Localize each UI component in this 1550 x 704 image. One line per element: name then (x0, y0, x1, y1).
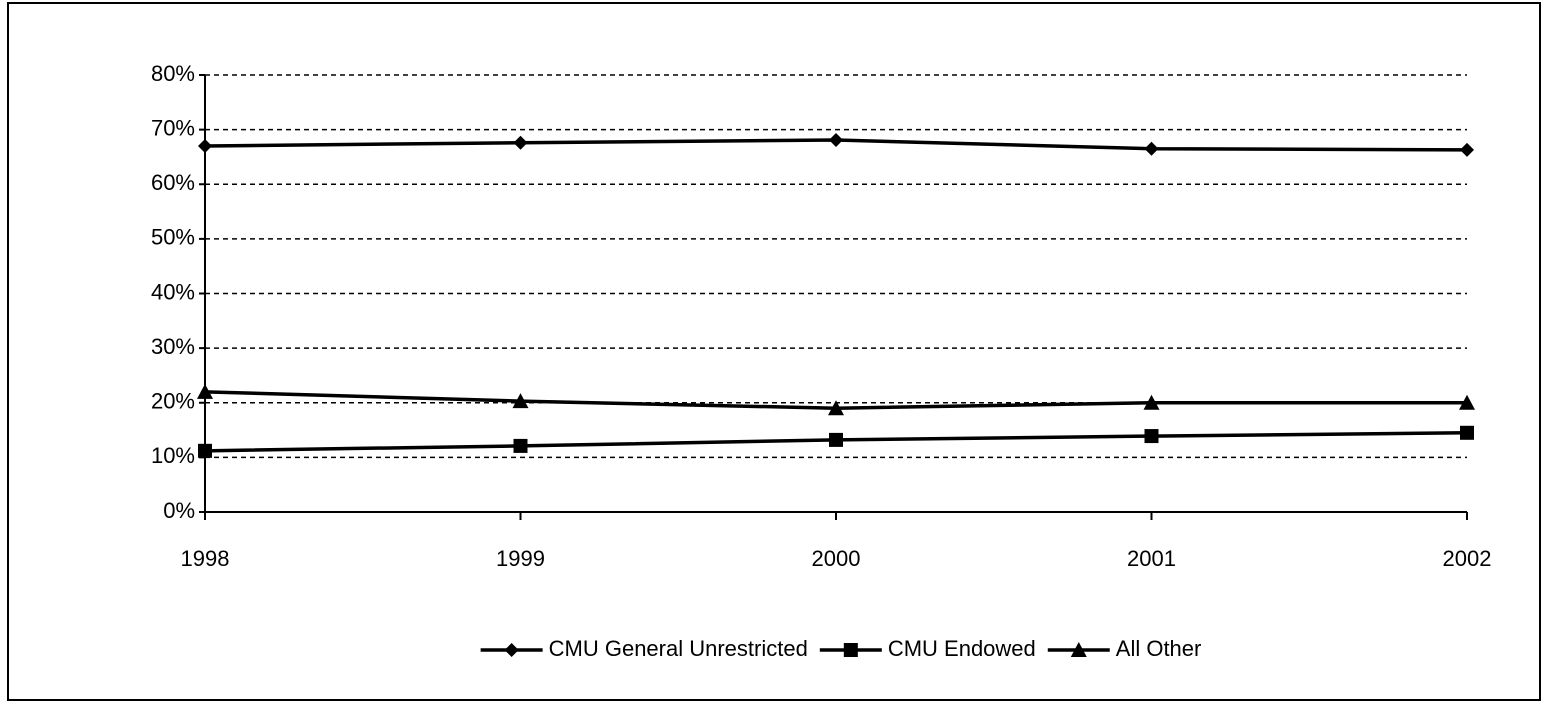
marker (1070, 642, 1087, 657)
legend-label: CMU Endowed (888, 636, 1036, 661)
legend: CMU General Unrestricted CMU Endowed All O… (480, 636, 1202, 661)
marker (512, 393, 529, 409)
marker (829, 432, 843, 447)
marker (1144, 429, 1159, 444)
x-tick-label: 2002 (1443, 546, 1492, 571)
marker (829, 133, 843, 148)
x-tick-label: 2001 (1127, 546, 1176, 571)
marker (197, 383, 213, 399)
y-tick-label: 10% (151, 443, 195, 468)
x-tick-label: 2000 (812, 546, 861, 571)
y-tick-label: 0% (163, 498, 195, 523)
marker (198, 139, 212, 154)
y-tick-label: 80% (151, 61, 195, 86)
y-tick-label: 70% (151, 115, 195, 140)
y-tick-label: 20% (151, 389, 195, 414)
y-tick-label: 60% (151, 170, 195, 195)
marker (1459, 394, 1475, 410)
marker (1460, 425, 1474, 440)
marker (1144, 141, 1159, 156)
x-tick-label: 1998 (181, 546, 230, 571)
x-tick-label: 1999 (496, 546, 545, 571)
marker (504, 643, 519, 657)
marker (1460, 142, 1474, 157)
y-tick-label: 30% (151, 334, 195, 359)
marker (513, 438, 528, 453)
marker (828, 400, 844, 416)
chart-frame (7, 2, 1541, 701)
legend-label: All Other (1116, 636, 1202, 661)
y-tick-label: 40% (151, 279, 195, 304)
marker (1143, 394, 1160, 410)
marker (198, 443, 212, 458)
y-tick-label: 50% (151, 225, 195, 250)
marker (843, 643, 858, 657)
legend-label: CMU General Unrestricted (549, 636, 808, 661)
marker (513, 135, 528, 150)
